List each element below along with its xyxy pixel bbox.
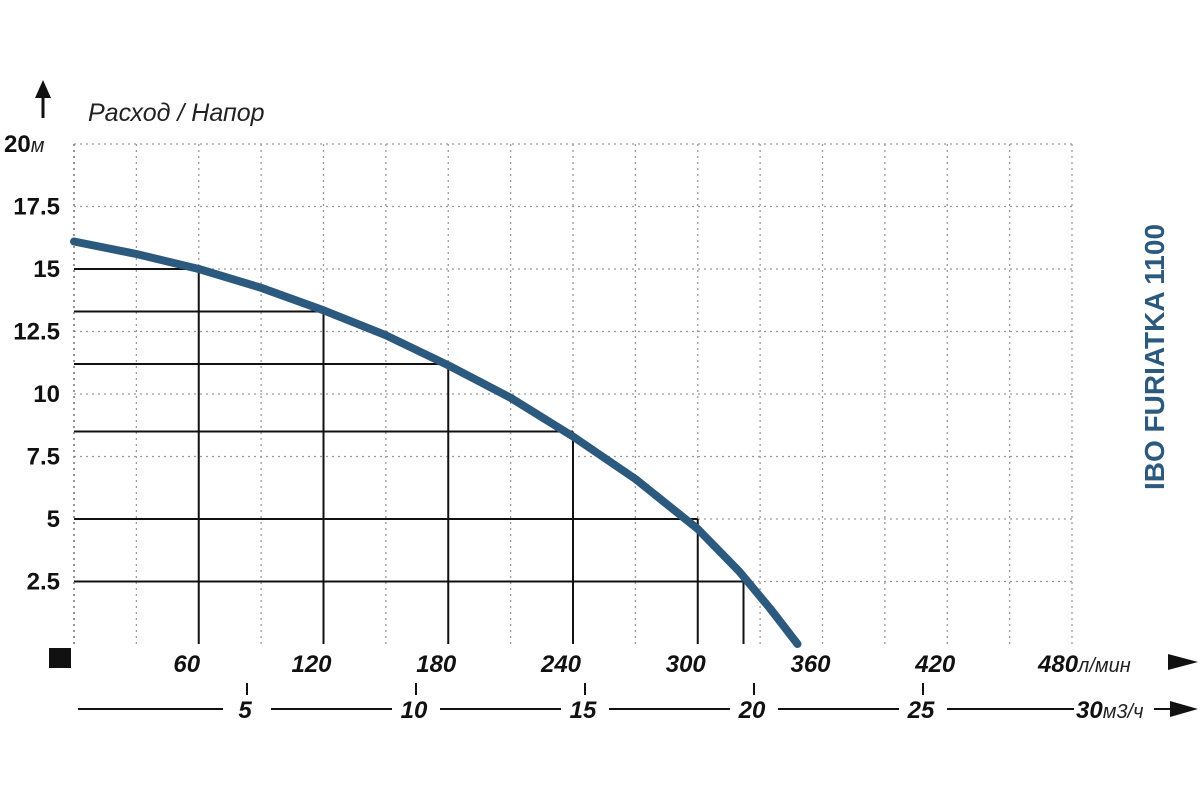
y-tick-label: 12.5 (13, 319, 60, 346)
x-tick-label: 240 (540, 651, 582, 678)
x2-label-backdrop (223, 695, 271, 723)
y-tick-label: 7.5 (27, 444, 60, 471)
x-tick-label: 360 (790, 651, 831, 678)
x2-label-backdrop (730, 695, 778, 723)
x2-label-backdrop (1074, 695, 1154, 723)
x2-tick-label: 25 (907, 697, 935, 724)
y-tick-label: 2.5 (27, 569, 60, 596)
x2-label-backdrop (392, 695, 440, 723)
x-axis-unit: л/мин (1077, 655, 1131, 677)
y-tick-label: 17.5 (13, 194, 60, 221)
y-tick-label: 20м (4, 131, 45, 158)
x2-tick-label: 5 (238, 697, 252, 724)
x-axis-arrow-head (1168, 654, 1198, 670)
x2-tick-label: 15 (570, 697, 597, 724)
x2-tick-label: 20 (738, 697, 766, 724)
x2-tick-label: 30м3/ч (1076, 697, 1143, 724)
y-tick-label: 5 (47, 506, 60, 533)
product-label: IBO FURIATKA 1100 (1139, 224, 1170, 490)
series (70, 237, 802, 648)
y-tick-label: 15 (33, 256, 60, 283)
y-axis-title: Расход / Напор (88, 99, 265, 127)
x-tick-label: 480л/мин (1037, 651, 1131, 678)
x2-axis-unit: м3/ч (1103, 701, 1144, 723)
x2-label-backdrop (561, 695, 609, 723)
x-tick-label: 420 (914, 651, 956, 678)
x2-tick-label: 10 (401, 697, 428, 724)
x2-axis-arrow-head (1170, 701, 1198, 717)
x-tick-label: 300 (666, 651, 707, 678)
x-tick-label: 120 (291, 651, 332, 678)
performance-curve (70, 237, 802, 648)
y-tick-label: 10 (33, 381, 60, 408)
reference-lines (74, 268, 745, 644)
y-axis-unit: м (31, 135, 45, 157)
origin-marker (49, 648, 71, 668)
x-tick-label: 180 (416, 651, 457, 678)
y-axis-arrow-head (35, 80, 51, 98)
x-tick-label: 60 (173, 651, 200, 678)
x2-label-backdrop (899, 695, 947, 723)
labels: Расход / Напор IBO FURIATKA 1100 2.5 5 7.5… (4, 99, 1170, 724)
axes (35, 80, 1198, 723)
